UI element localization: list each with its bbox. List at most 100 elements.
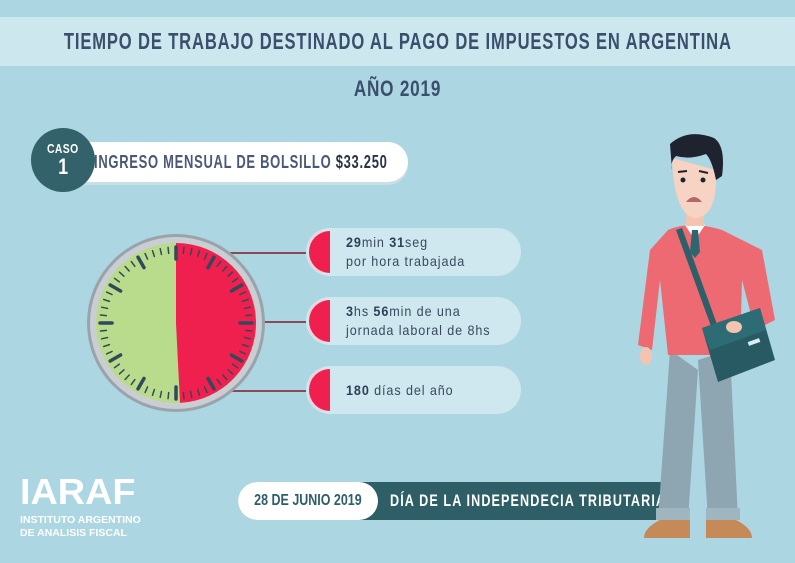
income-amount: $33.250 bbox=[335, 151, 388, 172]
clock-minor-tick bbox=[113, 363, 121, 369]
clock-minor-tick bbox=[113, 277, 121, 283]
clock-minor-tick bbox=[144, 252, 149, 260]
clock-minor-tick bbox=[222, 374, 228, 381]
case-badge: CASO 1 bbox=[31, 128, 95, 192]
clock-minor-tick bbox=[243, 306, 252, 310]
clock-minor-tick bbox=[243, 336, 252, 340]
clock-major-tick bbox=[136, 255, 146, 270]
clock-minor-tick bbox=[100, 306, 109, 310]
clock-minor-tick bbox=[100, 336, 109, 340]
clock-major-tick bbox=[108, 353, 123, 363]
clock-major-tick bbox=[206, 255, 216, 270]
person-illustration bbox=[638, 134, 775, 538]
left-leg bbox=[658, 350, 698, 520]
clock-minor-tick bbox=[105, 291, 113, 296]
clock-minor-tick bbox=[231, 277, 239, 283]
hand bbox=[726, 321, 742, 333]
clock-minor-tick bbox=[239, 291, 247, 296]
clock-minor-tick bbox=[167, 391, 170, 400]
page-title: TIEMPO DE TRABAJO DESTINADO AL PAGO DE I… bbox=[63, 28, 732, 54]
clock-minor-tick bbox=[196, 249, 201, 258]
clock-minor-tick bbox=[241, 298, 250, 303]
clock-minor-tick bbox=[130, 260, 136, 268]
clock-minor-tick bbox=[203, 386, 208, 394]
red-half-circle-icon bbox=[309, 300, 330, 342]
connector-line-1 bbox=[230, 252, 310, 254]
case-badge-label: CASO bbox=[47, 141, 79, 156]
tie-icon bbox=[690, 230, 700, 258]
left-cuff bbox=[656, 508, 690, 520]
footer-label: DÍA DE LA INDEPENDECIA TRIBUTARIA bbox=[390, 482, 763, 520]
logo-mark: IARAF bbox=[20, 471, 136, 512]
clock-minor-tick bbox=[159, 247, 163, 256]
iaraf-logo: IARAF INSTITUTO ARGENTINO DE ANALISIS FI… bbox=[20, 474, 141, 540]
clock-minor-tick bbox=[244, 329, 253, 332]
clock-minor-tick bbox=[227, 369, 234, 375]
clock-chart bbox=[87, 234, 265, 412]
red-half-circle-icon bbox=[309, 369, 330, 411]
clock-major-tick bbox=[136, 376, 146, 391]
clock-minor-tick bbox=[151, 249, 156, 258]
logo-subtitle-1: INSTITUTO ARGENTINO bbox=[20, 514, 141, 526]
income-label: INGRESO MENSUAL DE BOLSILLO $33.250 bbox=[94, 152, 388, 173]
connector-line-3 bbox=[230, 390, 310, 392]
clock-minor-tick bbox=[182, 246, 185, 255]
clock-minor-tick bbox=[231, 363, 239, 369]
clock-minor-tick bbox=[167, 246, 170, 255]
fact-pill-3: 180 días del año bbox=[306, 366, 521, 414]
clock-major-tick bbox=[229, 353, 244, 363]
clock-minor-tick bbox=[182, 391, 185, 400]
hair bbox=[670, 134, 723, 180]
clock-major-tick bbox=[206, 376, 216, 391]
connector-line-2 bbox=[262, 321, 310, 323]
case-badge-number: 1 bbox=[58, 154, 68, 179]
logo-subtitle-2: DE ANALISIS FISCAL bbox=[20, 527, 127, 539]
red-half-circle-icon bbox=[309, 231, 330, 273]
clock-minor-tick bbox=[124, 374, 130, 381]
fact-text-2: 3hs 56min de una jornada laboral de 8hs bbox=[346, 303, 491, 338]
clock-minor-tick bbox=[99, 314, 108, 317]
clock-major-tick bbox=[108, 283, 123, 293]
left-shoe-icon bbox=[644, 520, 690, 538]
clock-minor-tick bbox=[118, 271, 125, 277]
clock-minor-tick bbox=[102, 343, 111, 348]
clock-minor-tick bbox=[222, 265, 228, 272]
clock-minor-tick bbox=[99, 329, 108, 332]
clock-red-sector bbox=[176, 243, 257, 403]
clock-minor-tick bbox=[216, 378, 222, 386]
clock-minor-tick bbox=[151, 388, 156, 397]
face bbox=[672, 158, 717, 218]
clock-minor-tick bbox=[241, 343, 250, 348]
clock-minor-tick bbox=[203, 252, 208, 260]
clock-minor-tick bbox=[244, 314, 253, 317]
footer-label-text: DÍA DE LA INDEPENDECIA TRIBUTARIA bbox=[390, 491, 667, 510]
clock-minor-tick bbox=[130, 378, 136, 386]
clock-minor-tick bbox=[227, 271, 234, 277]
clock-minor-tick bbox=[144, 386, 149, 394]
clock-minor-tick bbox=[105, 350, 113, 355]
date-pill: 28 DE JUNIO 2019 bbox=[238, 482, 378, 520]
clock-minor-tick bbox=[124, 265, 130, 272]
income-pill: INGRESO MENSUAL DE BOLSILLO $33.250 bbox=[60, 142, 408, 182]
fact-pill-1: 29min 31seg por hora trabajada bbox=[306, 228, 521, 276]
fact-pill-2: 3hs 56min de una jornada laboral de 8hs bbox=[306, 297, 521, 345]
fact-text-1: 29min 31seg por hora trabajada bbox=[346, 234, 466, 269]
right-leg bbox=[698, 350, 738, 520]
income-label-text: INGRESO MENSUAL DE BOLSILLO bbox=[94, 151, 332, 172]
clock-minor-tick bbox=[196, 388, 201, 397]
clock-minor-tick bbox=[216, 260, 222, 268]
clock-minor-tick bbox=[189, 390, 193, 399]
clock-major-tick bbox=[229, 283, 244, 293]
title-band: TIEMPO DE TRABAJO DESTINADO AL PAGO DE I… bbox=[0, 17, 795, 66]
clock-minor-tick bbox=[189, 247, 193, 256]
right-cuff bbox=[706, 508, 740, 520]
right-shoe-icon bbox=[706, 520, 752, 538]
clock-minor-tick bbox=[102, 298, 111, 303]
clock-minor-tick bbox=[118, 369, 125, 375]
clock-minor-tick bbox=[239, 350, 247, 355]
mouth bbox=[686, 197, 702, 202]
clock-minor-tick bbox=[159, 390, 163, 399]
year-subtitle: AÑO 2019 bbox=[353, 76, 442, 101]
footer-date: 28 DE JUNIO 2019 bbox=[254, 492, 362, 509]
fact-text-3: 180 días del año bbox=[346, 381, 454, 398]
